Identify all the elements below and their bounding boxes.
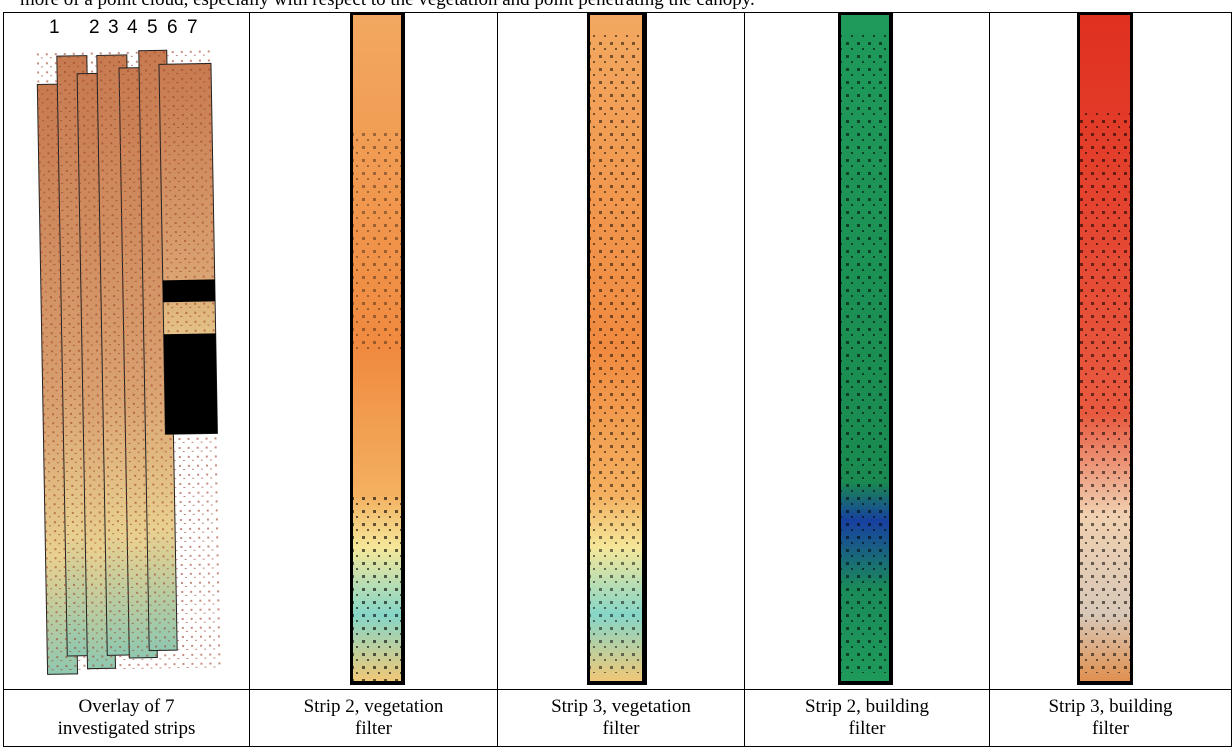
image-cell — [249, 12, 498, 690]
strip-number: 3 — [108, 17, 119, 38]
caption: Strip 2, vegetation filter — [249, 689, 498, 747]
caption-line: filter — [355, 718, 392, 739]
caption-line: filter — [602, 718, 640, 739]
strip-image — [1077, 13, 1133, 685]
strip-number: 4 — [127, 17, 138, 38]
strip-number: 7 — [187, 17, 198, 38]
strip-number: 6 — [167, 17, 178, 38]
overlay-image: 1 2 3 4 5 6 7 — [36, 17, 222, 675]
strip-number: 2 — [89, 17, 100, 38]
figure-table: 1 2 3 4 5 6 7 — [3, 12, 1232, 747]
intro-text: more of a point cloud, especially with r… — [20, 0, 755, 11]
strip-image — [838, 13, 893, 685]
caption-line: filter — [848, 718, 886, 739]
caption: Strip 3, building filter — [989, 689, 1232, 747]
caption-line: Strip 3, vegetation — [551, 696, 691, 717]
caption-line: filter — [1092, 718, 1129, 739]
caption-line: Strip 2, vegetation — [303, 696, 444, 717]
image-cell — [497, 12, 745, 690]
strip-image — [587, 13, 647, 685]
strip-number: 1 — [49, 17, 60, 38]
caption-line: Strip 3, building — [1048, 696, 1173, 717]
strip-number: 5 — [147, 17, 158, 38]
caption-line: Overlay of 7 — [78, 696, 175, 717]
caption-line: investigated strips — [57, 718, 196, 739]
image-cell: 1 2 3 4 5 6 7 — [3, 12, 250, 690]
caption: Strip 2, building filter — [744, 689, 990, 747]
strip-image — [350, 13, 405, 685]
caption-line: Strip 2, building — [804, 696, 930, 717]
caption: Overlay of 7 investigated strips — [3, 689, 250, 747]
image-cell — [989, 12, 1232, 690]
caption: Strip 3, vegetation filter — [497, 689, 745, 747]
image-cell — [744, 12, 990, 690]
